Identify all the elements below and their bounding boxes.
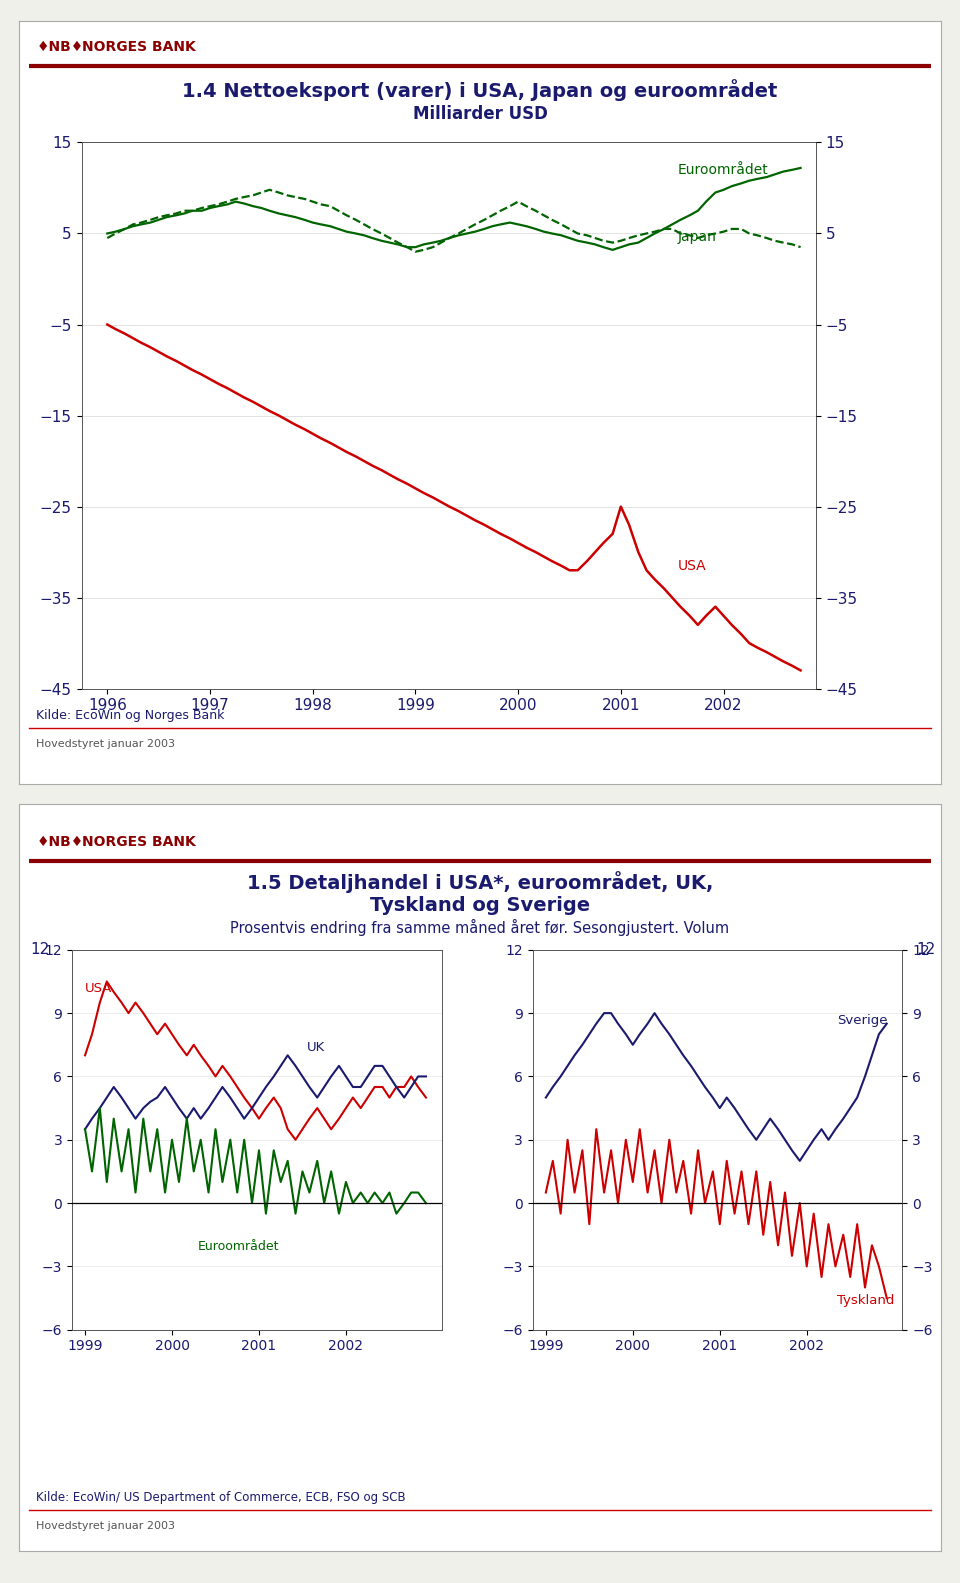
Text: Sverige: Sverige <box>837 1013 888 1027</box>
Text: 12: 12 <box>31 942 50 958</box>
Text: USA: USA <box>678 559 706 573</box>
Text: USA: USA <box>85 981 112 996</box>
Text: Japan: Japan <box>678 230 716 244</box>
Text: ♦NB♦: ♦NB♦ <box>36 836 84 848</box>
Text: Milliarder USD: Milliarder USD <box>413 104 547 123</box>
Text: Tyskland: Tyskland <box>837 1295 895 1308</box>
Text: Kilde: EcoWin og Norges Bank: Kilde: EcoWin og Norges Bank <box>36 709 225 722</box>
Text: Hovedstyret januar 2003: Hovedstyret januar 2003 <box>36 739 176 749</box>
Text: NORGES BANK: NORGES BANK <box>82 41 195 54</box>
Text: Kilde: EcoWin/ US Department of Commerce, ECB, FSO og SCB: Kilde: EcoWin/ US Department of Commerce… <box>36 1491 406 1504</box>
Text: 1.5 Detaljhandel i USA*, euroområdet, UK,: 1.5 Detaljhandel i USA*, euroområdet, UK… <box>247 871 713 893</box>
Text: UK: UK <box>307 1042 325 1054</box>
Text: Prosentvis endring fra samme måned året før. Sesongjustert. Volum: Prosentvis endring fra samme måned året … <box>230 920 730 936</box>
Text: 1.4 Nettoeksport (varer) i USA, Japan og euroområdet: 1.4 Nettoeksport (varer) i USA, Japan og… <box>182 79 778 101</box>
Text: Euroområdet: Euroområdet <box>678 163 768 177</box>
Text: ♦NB♦: ♦NB♦ <box>36 41 84 54</box>
Text: Euroområdet: Euroområdet <box>198 1239 279 1252</box>
Text: Tyskland og Sverige: Tyskland og Sverige <box>370 896 590 915</box>
Text: Hovedstyret januar 2003: Hovedstyret januar 2003 <box>36 1521 176 1531</box>
Text: 12: 12 <box>917 942 936 958</box>
Text: NORGES BANK: NORGES BANK <box>82 836 195 848</box>
